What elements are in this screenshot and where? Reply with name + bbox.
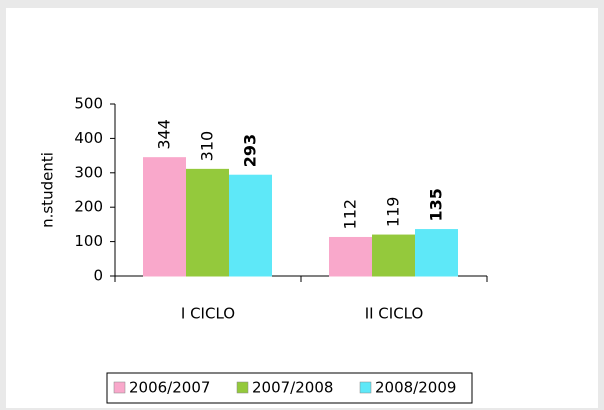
x-tick-label: I CICLO	[181, 305, 235, 323]
value-label: 310	[198, 131, 217, 162]
bar	[186, 168, 229, 277]
x-tick-label: II CICLO	[365, 305, 424, 323]
y-tick-label: 500	[74, 95, 103, 113]
chart-area	[6, 8, 598, 408]
legend-label: 2008/2009	[375, 379, 456, 397]
y-tick-label: 400	[74, 129, 103, 147]
legend-swatch	[236, 381, 249, 394]
bar	[229, 174, 272, 277]
value-label: 293	[241, 134, 260, 167]
value-label: 119	[384, 197, 403, 228]
legend-label: 2007/2008	[252, 379, 333, 397]
legend	[106, 372, 473, 404]
value-label: 344	[155, 119, 174, 150]
bar	[329, 236, 372, 277]
y-tick-label: 100	[74, 232, 103, 250]
y-tick-label: 0	[93, 267, 103, 285]
legend-label: 2006/2007	[129, 379, 210, 397]
y-tick-label: 300	[74, 163, 103, 181]
bar	[143, 157, 186, 277]
value-label: 135	[427, 188, 446, 221]
legend-swatch	[359, 381, 372, 394]
bar	[415, 229, 458, 277]
bar	[372, 234, 415, 277]
y-tick-label: 200	[74, 198, 103, 216]
y-axis-label: n.studenti	[39, 152, 57, 228]
legend-swatch	[113, 381, 126, 394]
value-label: 112	[341, 199, 360, 230]
